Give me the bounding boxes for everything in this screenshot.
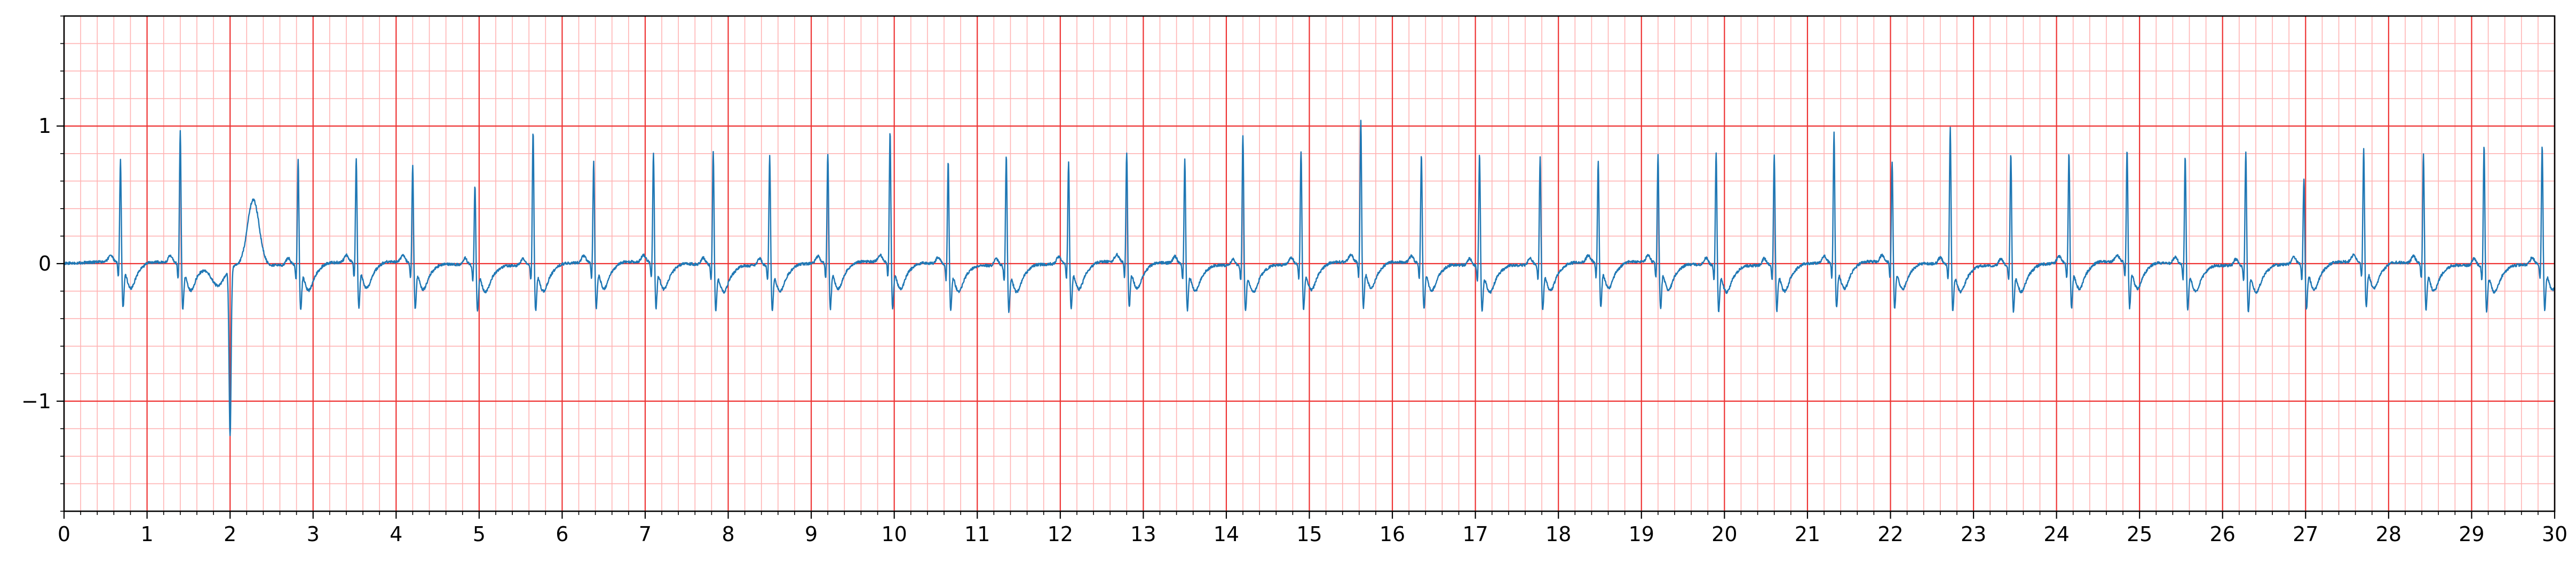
- y-tick-label: 1: [38, 114, 51, 138]
- x-tick-label: 28: [2376, 522, 2401, 546]
- x-tick-label: 0: [58, 522, 70, 546]
- x-tick-label: 10: [881, 522, 907, 546]
- ecg-trace-line: [64, 120, 2556, 437]
- y-tick-label: 0: [38, 252, 51, 275]
- x-tick-label: 30: [2542, 522, 2567, 546]
- x-tick-label: 5: [473, 522, 486, 546]
- x-tick-label: 29: [2459, 522, 2484, 546]
- x-tick-label: 12: [1048, 522, 1073, 546]
- x-tick-label: 17: [1462, 522, 1488, 546]
- x-tick-label: 19: [1629, 522, 1654, 546]
- x-tick-label: 14: [1214, 522, 1239, 546]
- x-tick-label: 15: [1296, 522, 1322, 546]
- x-tick-label: 4: [390, 522, 402, 546]
- y-tick-label: −1: [21, 390, 51, 413]
- x-tick-label: 27: [2293, 522, 2318, 546]
- x-tick-label: 7: [639, 522, 652, 546]
- x-tick-label: 20: [1711, 522, 1737, 546]
- x-tick-label: 16: [1380, 522, 1405, 546]
- x-tick-label: 18: [1545, 522, 1571, 546]
- x-axis-ticks: 0 1 2 3 4 5 6 7 8 9 10 11 12 13 14 15 16 17 18 19 20 21 22 23 24…: [58, 511, 2567, 546]
- y-axis-ticks: −1 0 1: [21, 15, 64, 512]
- x-tick-label: 13: [1130, 522, 1156, 546]
- x-tick-label: 6: [556, 522, 568, 546]
- x-tick-label: 3: [307, 522, 320, 546]
- x-tick-label: 25: [2127, 522, 2152, 546]
- x-tick-label: 23: [1961, 522, 1986, 546]
- x-tick-label: 26: [2210, 522, 2236, 546]
- x-tick-label: 2: [224, 522, 236, 546]
- x-tick-label: 24: [2043, 522, 2069, 546]
- x-tick-label: 22: [1877, 522, 1903, 546]
- ecg-trace-group: [64, 120, 2556, 437]
- x-tick-label: 9: [805, 522, 818, 546]
- x-tick-label: 1: [140, 522, 153, 546]
- x-tick-label: 11: [964, 522, 990, 546]
- x-tick-label: 21: [1795, 522, 1820, 546]
- x-tick-label: 8: [722, 522, 734, 546]
